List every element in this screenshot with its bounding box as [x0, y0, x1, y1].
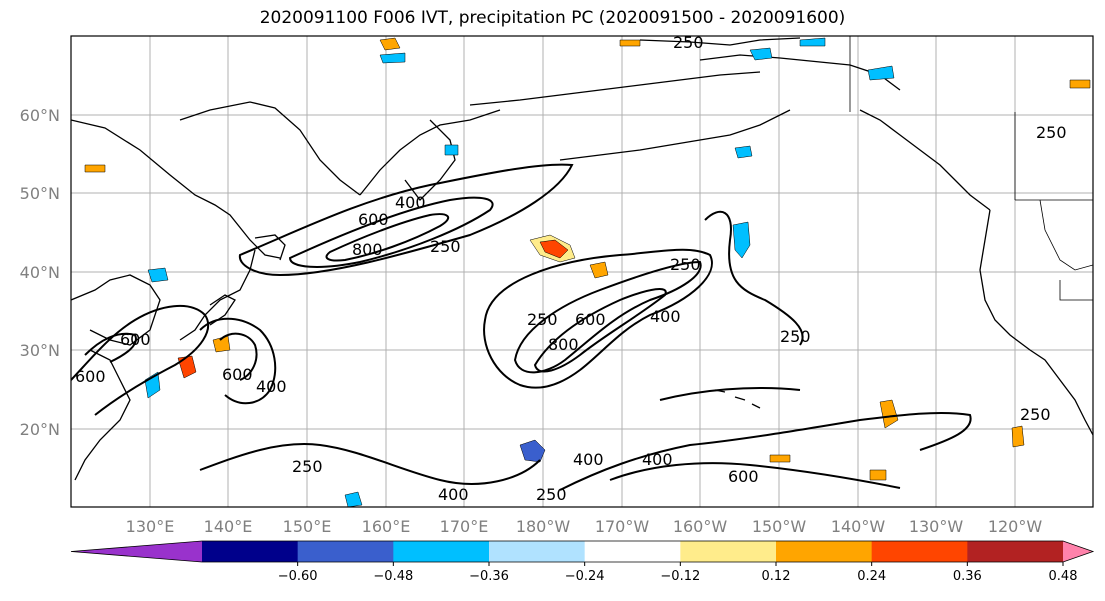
lon-label: 170°E — [440, 517, 489, 536]
contour-label: 250 — [527, 310, 558, 329]
colorbar-extend-low — [71, 541, 202, 562]
colorbar-tick-label: −0.36 — [469, 569, 509, 584]
contour-label: 400 — [573, 450, 604, 469]
contour-label-group: 250 250 250 250 250 250 250 250 250 400 … — [75, 33, 1067, 504]
colorbar-segment — [967, 541, 1064, 562]
lon-label: 140°W — [831, 517, 886, 536]
contour-label: 400 — [256, 377, 287, 396]
borders — [849, 36, 1093, 301]
contour-label: 400 — [395, 193, 426, 212]
ivt-contours — [71, 163, 972, 491]
lon-label: 130°E — [126, 517, 175, 536]
colorbar-tick-label: 0.24 — [857, 569, 886, 584]
lat-label: 50°N — [20, 184, 60, 203]
lon-label: 150°E — [283, 517, 332, 536]
colorbar-segment — [489, 541, 586, 562]
contour-label: 600 — [75, 367, 106, 386]
colorbar-segment — [393, 541, 490, 562]
colorbar: −0.60 −0.48 −0.36 −0.24 −0.12 0.12 0.24 0.36 0.4… — [70, 540, 1095, 584]
colorbar-outline — [70, 540, 1095, 563]
contour-label: 250 — [673, 33, 704, 52]
colorbar-tick-label: −0.24 — [565, 569, 605, 584]
colorbar-tick-label: −0.12 — [660, 569, 700, 584]
contour-label: 250 — [1020, 405, 1051, 424]
map-border — [70, 35, 1094, 508]
lat-label: 40°N — [20, 263, 60, 282]
colorbar-segment — [584, 541, 681, 562]
contour-label: 600 — [358, 210, 389, 229]
colorbar-segment — [871, 541, 968, 562]
lat-label: 20°N — [20, 420, 60, 439]
contour-label: 250 — [430, 237, 461, 256]
contour-label: 250 — [780, 327, 811, 346]
colorbar-tick-label: −0.48 — [373, 569, 413, 584]
contour-label: 600 — [120, 330, 151, 349]
contour-label: 800 — [352, 240, 383, 259]
contour-label: 600 — [728, 467, 759, 486]
contour-label: 250 — [292, 457, 323, 476]
lon-label: 150°W — [752, 517, 807, 536]
lat-label: 60°N — [20, 106, 60, 125]
colorbar-tick-label: 0.48 — [1049, 569, 1078, 584]
lon-label: 120°W — [988, 517, 1043, 536]
lon-label: 160°E — [362, 517, 411, 536]
colorbar-tick-label: −0.60 — [278, 569, 318, 584]
contour-label: 250 — [536, 485, 567, 504]
contour-label: 600 — [222, 365, 253, 384]
latitude-labels: 60°N 50°N 40°N 30°N 20°N — [20, 106, 60, 439]
lon-label: 180°W — [516, 517, 571, 536]
contour-label: 400 — [650, 307, 681, 326]
lon-label: 140°E — [204, 517, 253, 536]
colorbar-tick-label: 0.36 — [953, 569, 982, 584]
map-title: 2020091100 F006 IVT, precipitation PC (2… — [259, 8, 846, 28]
contour-label: 250 — [1036, 123, 1067, 142]
colorbar-extend-high — [1063, 541, 1093, 562]
colorbar-segment — [297, 541, 394, 562]
lon-label: 170°W — [595, 517, 650, 536]
contour-label: 600 — [575, 310, 606, 329]
lon-label: 160°W — [673, 517, 728, 536]
lon-label: 130°W — [909, 517, 964, 536]
contour-label: 400 — [438, 485, 469, 504]
colorbar-segment — [202, 541, 299, 562]
colorbar-segment — [776, 541, 873, 562]
lat-label: 30°N — [20, 341, 60, 360]
contour-label: 400 — [642, 450, 673, 469]
contour-label: 250 — [670, 255, 701, 274]
longitude-labels: 130°E 140°E 150°E 160°E 170°E 180°W 170°… — [126, 517, 1043, 536]
contour-label: 800 — [548, 335, 579, 354]
colorbar-tick-label: 0.12 — [762, 569, 791, 584]
colorbar-segment — [680, 541, 777, 562]
